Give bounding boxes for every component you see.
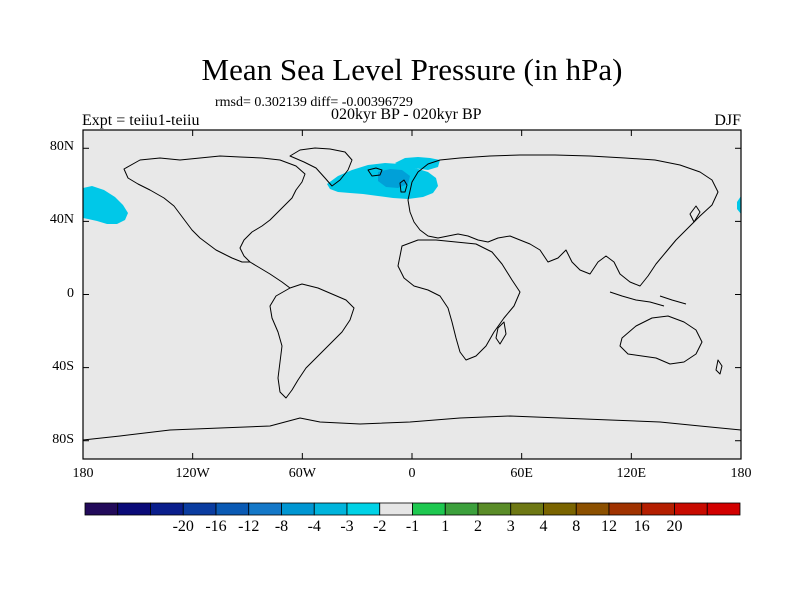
colorbar-swatch [248, 502, 282, 516]
coast-iceland [367, 167, 383, 177]
anomaly-shading [83, 157, 741, 224]
colorbar-label: -3 [340, 518, 354, 535]
colorbar-swatch [608, 502, 643, 516]
anomaly-nordic-seas [395, 157, 440, 170]
experiment-label: Expt = teiiu1-teiiu [82, 112, 200, 129]
x-tick-label: 120E [616, 466, 647, 481]
colorbar-label: 8 [572, 518, 581, 535]
coastlines [82, 147, 742, 441]
colorbar-swatch [510, 502, 544, 516]
colorbar-label: -1 [405, 518, 420, 535]
colorbar-label: -20 [172, 518, 194, 535]
colorbar-label: 4 [539, 518, 548, 535]
colorbar-label: 12 [601, 518, 617, 535]
x-tick-label: 0 [408, 466, 416, 481]
colorbar-label: 1 [441, 518, 450, 535]
colorbar-swatch [641, 502, 675, 516]
colorbar-label: 16 [633, 518, 650, 535]
colorbar-swatch [444, 502, 479, 516]
colorbar-swatch [674, 502, 708, 516]
colorbar-swatch [215, 502, 250, 516]
x-tick-label: 180 [730, 466, 752, 481]
coast-greenland [289, 147, 353, 187]
colorbar-label: 2 [474, 518, 482, 535]
coast-new-zealand [715, 359, 723, 375]
colorbar-swatch [412, 502, 446, 516]
colorbar-label: -2 [373, 518, 387, 535]
colorbar-swatch [182, 502, 217, 516]
anomaly-north-pacific [83, 186, 128, 224]
coast-south-america [269, 283, 355, 399]
coast-indonesia [609, 291, 687, 307]
colorbar-label: -12 [238, 518, 260, 535]
y-tick-label: 40N [49, 212, 74, 228]
colorbar-label: -16 [205, 518, 227, 535]
y-tick-label: 80S [52, 431, 74, 447]
colorbar [84, 502, 741, 516]
colorbar-label: -8 [274, 518, 289, 535]
coast-british-isles [399, 179, 408, 193]
colorbar-swatch [117, 502, 151, 516]
colorbar-swatch [543, 502, 577, 516]
map-title: Mean Sea Level Pressure (in hPa) [201, 52, 623, 87]
colorbar-swatch [150, 502, 184, 516]
colorbar-swatch [84, 502, 119, 516]
colorbar-swatch [313, 502, 348, 516]
colorbar-label: 3 [506, 518, 515, 535]
y-tick-label: 0 [67, 285, 74, 301]
colorbar-label: -4 [307, 518, 321, 535]
coast-japan [689, 205, 701, 223]
colorbar-swatch [575, 502, 610, 516]
y-tick-label: 40S [52, 358, 74, 374]
coast-australia [619, 315, 703, 365]
colorbar-swatch [281, 502, 315, 516]
coast-north-america [123, 155, 306, 263]
x-tick-label: 60E [510, 466, 533, 481]
axis-ticks [82, 130, 742, 459]
colorbar-swatch [346, 502, 381, 516]
x-tick-label: 60W [288, 466, 316, 481]
colorbar-swatch [477, 502, 512, 516]
coast-antarctica [82, 415, 742, 441]
anomaly-east-edge [737, 196, 741, 214]
stats-line: rmsd= 0.302139 diff= -0.00396729 [215, 95, 413, 110]
season-label: DJF [714, 112, 741, 129]
colorbar-label: 20 [666, 518, 683, 535]
anomaly-north-atlantic-core [378, 169, 410, 188]
x-tick-label: 120W [175, 466, 210, 481]
coast-central-america [249, 261, 291, 289]
coast-madagascar [495, 321, 507, 345]
coast-eurasia [407, 154, 719, 287]
y-tick-label: 80N [49, 139, 74, 155]
x-tick-label: 180 [72, 466, 94, 481]
colorbar-swatch [379, 502, 413, 516]
colorbar-swatch [706, 502, 741, 516]
coast-africa [397, 239, 521, 361]
map-subtitle: 020kyr BP - 020kyr BP [331, 106, 482, 123]
